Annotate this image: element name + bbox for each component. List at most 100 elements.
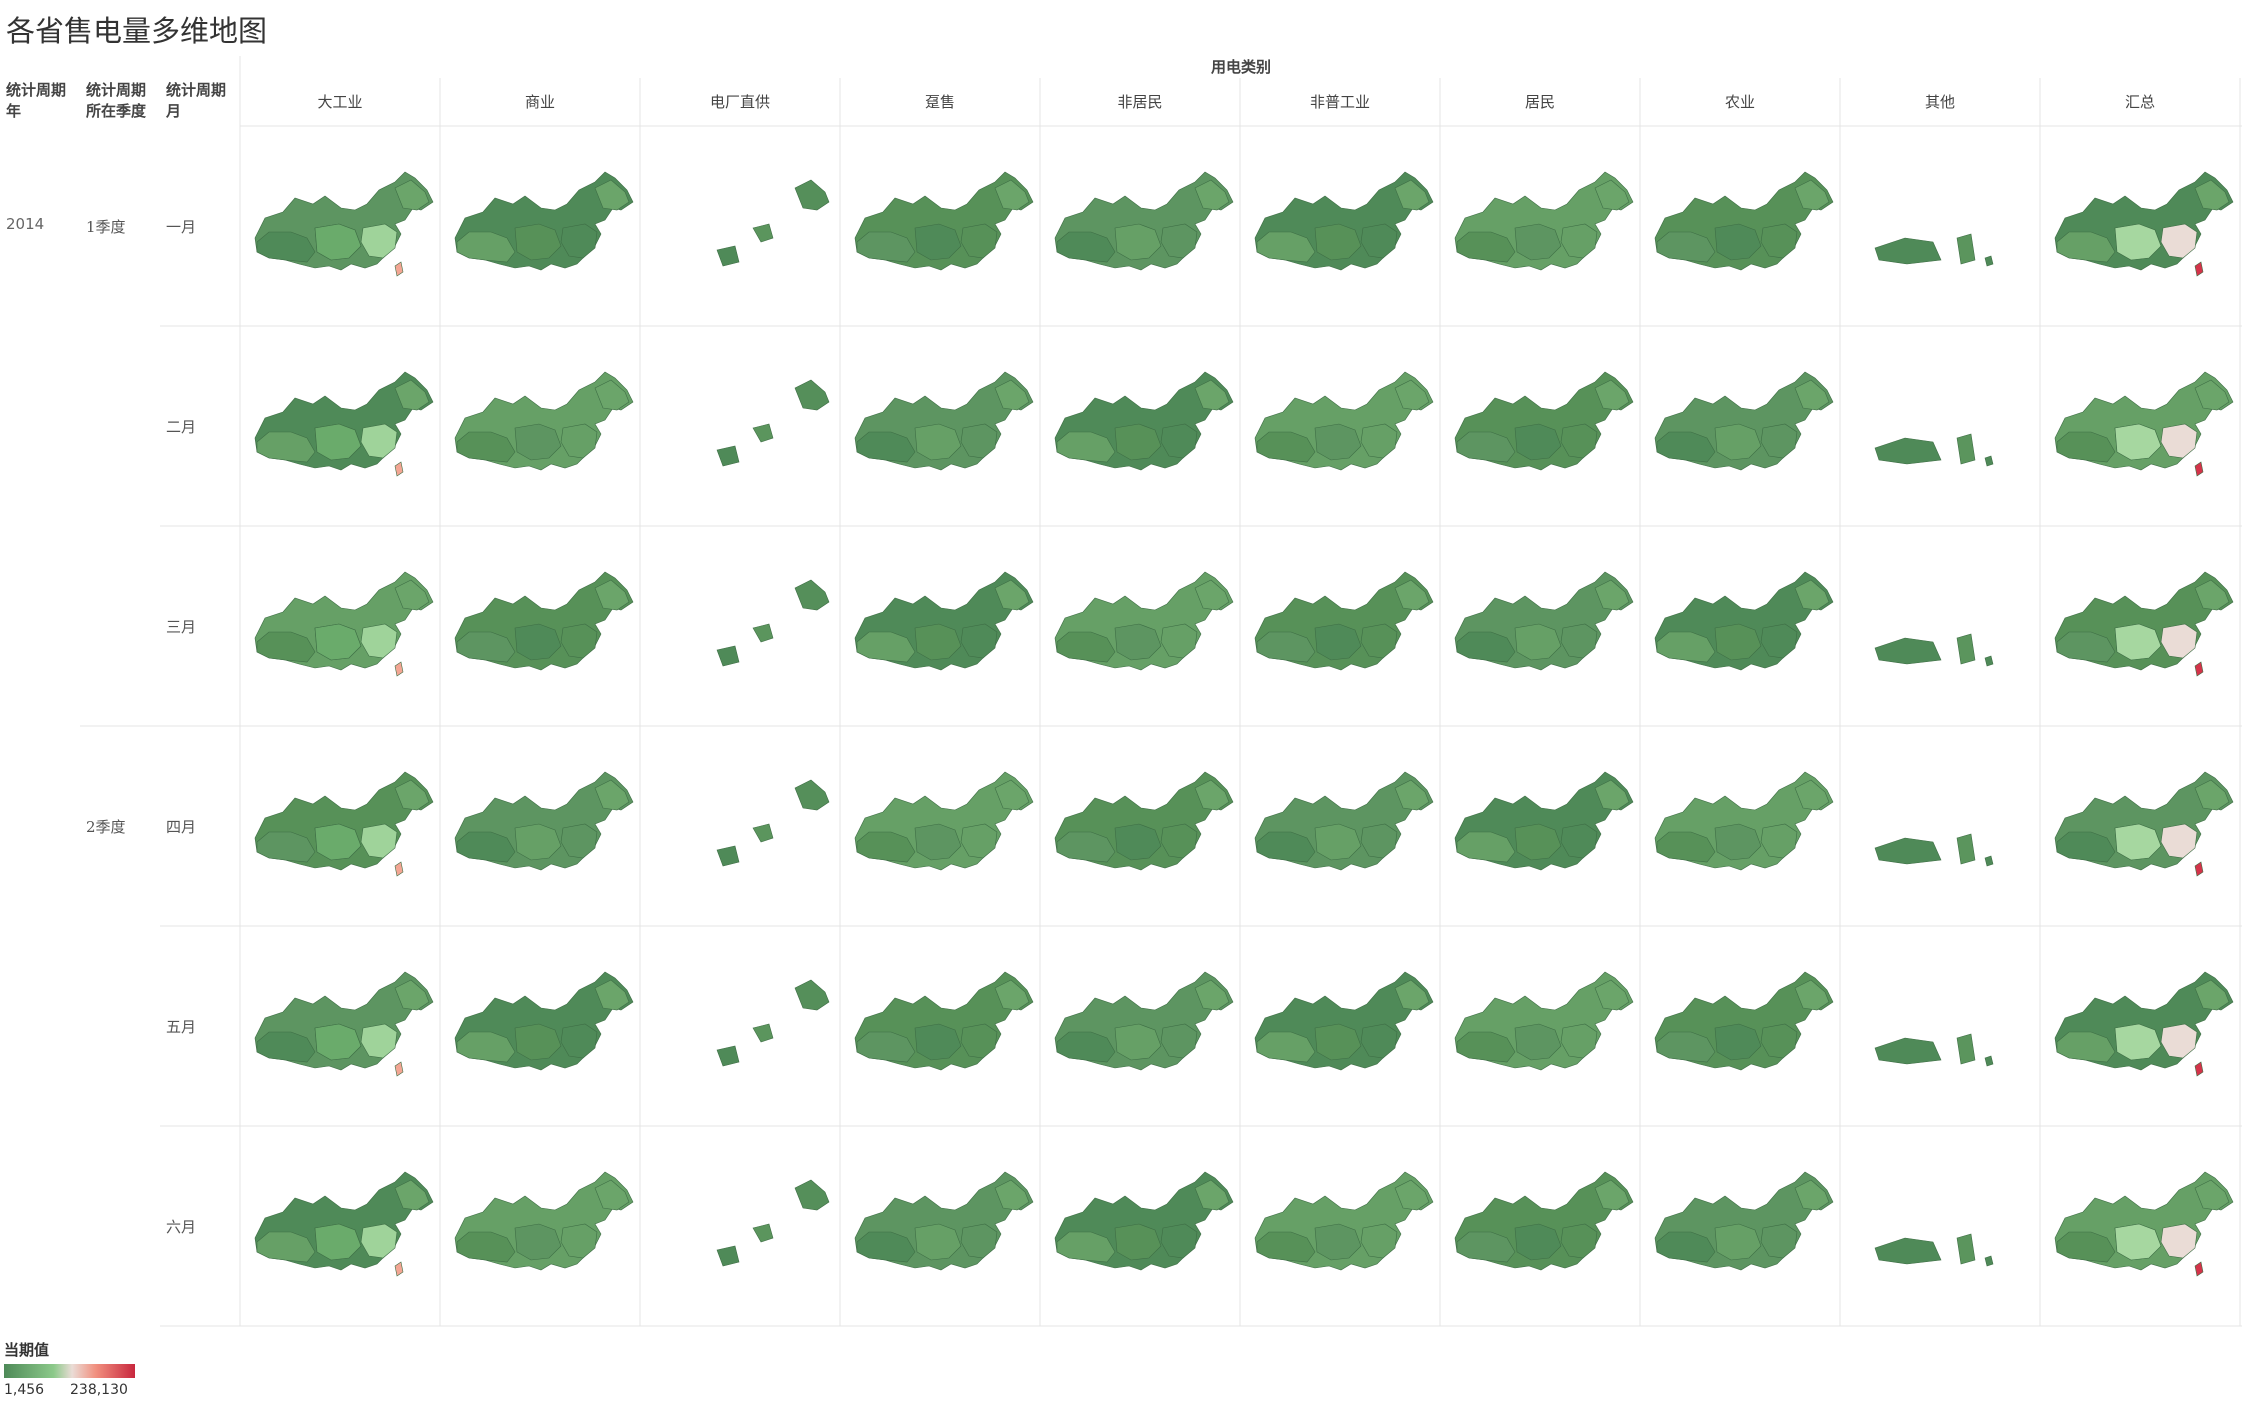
province-region — [914, 623, 962, 661]
province-region — [1114, 1023, 1162, 1061]
month-label: 一月 — [166, 218, 197, 236]
province-region — [594, 779, 630, 811]
province-highlight — [2194, 1261, 2204, 1277]
map-cell — [716, 579, 830, 667]
province-region — [1514, 1223, 1562, 1261]
map-cell — [716, 1179, 830, 1267]
province-region — [256, 831, 316, 863]
province-region — [1560, 823, 1598, 859]
province-region — [456, 1031, 516, 1063]
province-region — [960, 223, 998, 259]
province-region — [1314, 823, 1362, 861]
province-region — [1714, 423, 1762, 461]
province-region — [1256, 1031, 1316, 1063]
province-highlight — [314, 1223, 362, 1261]
province-region — [1256, 231, 1316, 263]
map-cell — [1054, 771, 1234, 871]
province-region — [1984, 455, 1994, 467]
province-region — [994, 1179, 1030, 1211]
province-region — [1714, 1023, 1762, 1061]
legend-min-label: 1,456 — [4, 1382, 45, 1398]
province-region — [1194, 179, 1230, 211]
province-region — [1560, 1023, 1598, 1059]
province-region — [1314, 1223, 1362, 1261]
map-cell — [854, 971, 1034, 1071]
province-region — [2056, 831, 2116, 863]
province-region — [394, 979, 430, 1011]
map-cell — [2054, 171, 2234, 277]
page-title: 各省售电量多维地图 — [6, 14, 268, 48]
province-region — [1114, 623, 1162, 661]
province-region — [1956, 1033, 1976, 1065]
province-region — [716, 1245, 740, 1267]
map-cell — [1874, 233, 1994, 267]
province-region — [394, 179, 430, 211]
province-region — [794, 379, 830, 411]
province-region — [1194, 779, 1230, 811]
province-region — [1984, 855, 1994, 867]
province-region — [1194, 1179, 1230, 1211]
province-highlight — [2114, 223, 2162, 261]
province-region — [1394, 179, 1430, 211]
map-cell — [1054, 1171, 1234, 1271]
province-region — [1714, 823, 1762, 861]
province-region — [1056, 631, 1116, 663]
province-region — [2194, 379, 2230, 411]
province-region — [994, 579, 1030, 611]
province-region — [1794, 179, 1830, 211]
province-region — [514, 423, 562, 461]
province-region — [1874, 637, 1942, 665]
province-region — [716, 845, 740, 867]
province-region — [1714, 623, 1762, 661]
map-cell — [1254, 171, 1434, 271]
province-highlight — [2114, 1223, 2162, 1261]
province-highlight — [2114, 423, 2162, 461]
province-region — [994, 979, 1030, 1011]
province-highlight — [314, 623, 362, 661]
province-region — [752, 1023, 774, 1043]
province-region — [794, 979, 830, 1011]
province-region — [1514, 823, 1562, 861]
map-cell — [1454, 1171, 1634, 1271]
map-cell — [1874, 1233, 1994, 1267]
map-cell — [854, 1171, 1034, 1271]
legend-title: 当期值 — [4, 1341, 50, 1359]
province-region — [1984, 255, 1994, 267]
province-highlight — [394, 1261, 404, 1277]
map-cell — [854, 771, 1034, 871]
province-region — [1874, 1237, 1942, 1265]
province-region — [1256, 1231, 1316, 1263]
province-highlight — [360, 623, 398, 659]
map-cell — [454, 771, 634, 871]
province-region — [1560, 623, 1598, 659]
province-region — [960, 1223, 998, 1259]
column-header: 电厂直供 — [709, 93, 770, 111]
map-cell — [454, 171, 634, 271]
province-region — [256, 1031, 316, 1063]
province-region — [1514, 223, 1562, 261]
province-highlight — [314, 823, 362, 861]
column-header: 非普工业 — [1309, 93, 1370, 111]
province-region — [1456, 1231, 1516, 1263]
province-region — [1194, 379, 1230, 411]
province-region — [1314, 223, 1362, 261]
province-region — [856, 1031, 916, 1063]
map-cell — [1054, 571, 1234, 671]
province-region — [1874, 837, 1942, 865]
quarter-label: 2季度 — [86, 818, 126, 836]
map-cell — [1054, 971, 1234, 1071]
province-region — [1594, 979, 1630, 1011]
map-cell — [1054, 371, 1234, 471]
province-highlight — [2160, 223, 2198, 259]
map-cell — [1874, 1033, 1994, 1067]
province-highlight — [2160, 423, 2198, 459]
province-region — [1656, 231, 1716, 263]
month-label: 四月 — [166, 818, 197, 836]
map-cell — [1254, 1171, 1434, 1271]
province-region — [1360, 823, 1398, 859]
province-highlight — [394, 661, 404, 677]
province-region — [1360, 223, 1398, 259]
row-header-year: 统计周期 年 — [6, 81, 67, 120]
map-cell — [254, 771, 434, 877]
province-region — [914, 223, 962, 261]
